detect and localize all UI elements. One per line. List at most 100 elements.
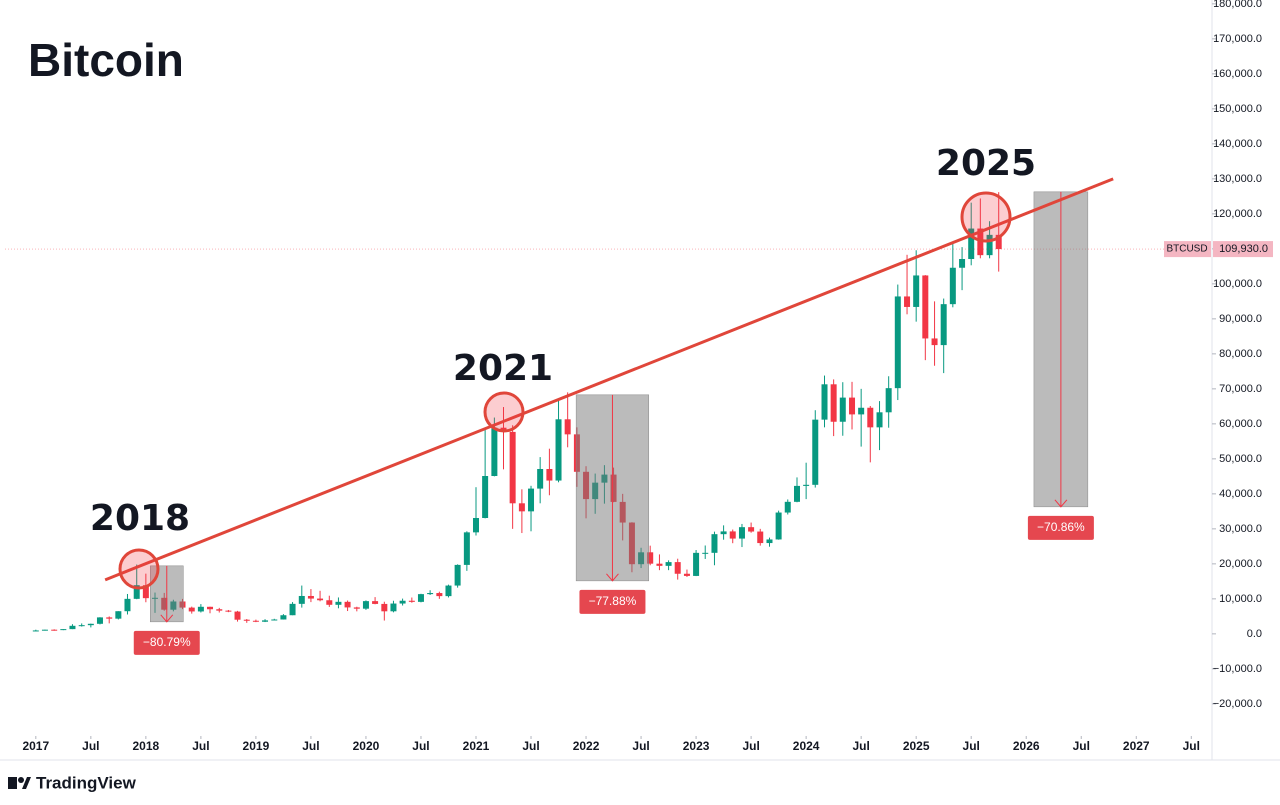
candle-body bbox=[252, 620, 259, 622]
peak-marker bbox=[960, 191, 1012, 243]
candle-body bbox=[78, 625, 85, 627]
x-tick-label: 2021 bbox=[463, 739, 490, 753]
drawdown-label: −70.86% bbox=[1037, 520, 1085, 534]
logo-mark bbox=[18, 777, 24, 783]
candle-body bbox=[408, 600, 415, 602]
candle-body bbox=[537, 469, 544, 489]
candle-body bbox=[830, 384, 837, 422]
candle-body bbox=[197, 606, 204, 612]
candle-body bbox=[821, 384, 828, 420]
candle-body bbox=[766, 539, 773, 544]
candle-body bbox=[390, 603, 397, 612]
candle-body bbox=[748, 527, 755, 532]
y-tick-label: 70,000.0 bbox=[1219, 383, 1262, 395]
candle-body bbox=[949, 267, 956, 305]
candle-body bbox=[436, 593, 443, 597]
x-tick-label: 2017 bbox=[22, 739, 49, 753]
candle-body bbox=[417, 594, 424, 602]
logo-mark bbox=[22, 777, 31, 789]
drawdown-label: −77.88% bbox=[589, 594, 637, 608]
x-tick-label: Jul bbox=[1073, 739, 1090, 753]
candle-body bbox=[555, 419, 562, 481]
x-tick-label: Jul bbox=[82, 739, 99, 753]
candle-body bbox=[298, 595, 305, 604]
price-tag bbox=[1213, 241, 1273, 258]
candle-body bbox=[812, 419, 819, 485]
candle-body bbox=[711, 534, 718, 553]
symbol-tag bbox=[1164, 241, 1211, 258]
peak-label: 2021 bbox=[453, 348, 553, 389]
x-tick-label: 2027 bbox=[1123, 739, 1150, 753]
candle-body bbox=[858, 407, 865, 415]
candle-body bbox=[968, 228, 975, 259]
symbol-label: BTCUSD bbox=[1166, 244, 1207, 255]
y-tick-label: 80,000.0 bbox=[1219, 348, 1262, 360]
candle-body bbox=[656, 563, 663, 566]
candle-body bbox=[784, 501, 791, 513]
drawdown-label-box bbox=[133, 630, 200, 655]
candle-body bbox=[427, 593, 434, 595]
y-tick-label: 160,000.0 bbox=[1213, 68, 1262, 80]
x-tick-label: Jul bbox=[1183, 739, 1200, 753]
arrow-head bbox=[160, 614, 174, 623]
y-tick-label: −20,000.0 bbox=[1213, 698, 1262, 710]
candle-body bbox=[482, 476, 489, 518]
candle-body bbox=[940, 304, 947, 346]
candle-body bbox=[518, 503, 525, 512]
candle-body bbox=[69, 625, 76, 630]
candle-body bbox=[234, 611, 241, 620]
peak-marker bbox=[118, 548, 160, 590]
y-tick-label: 60,000.0 bbox=[1219, 418, 1262, 430]
candle-body bbox=[445, 585, 452, 597]
x-tick-label: Jul bbox=[522, 739, 539, 753]
y-tick-label: 20,000.0 bbox=[1219, 558, 1262, 570]
arrow-head bbox=[1054, 499, 1068, 508]
candle-body bbox=[207, 606, 214, 610]
y-tick-label: 10,000.0 bbox=[1219, 593, 1262, 605]
candle-body bbox=[803, 484, 810, 486]
candle-body bbox=[757, 531, 764, 544]
y-tick-label: 40,000.0 bbox=[1219, 488, 1262, 500]
candle-body bbox=[51, 629, 58, 631]
x-tick-label: 2020 bbox=[353, 739, 380, 753]
candle-body bbox=[509, 431, 516, 504]
trend-line bbox=[104, 177, 1114, 582]
candle-body bbox=[87, 623, 94, 626]
x-tick-label: 2026 bbox=[1013, 739, 1040, 753]
candle-body bbox=[922, 275, 929, 339]
candle-body bbox=[849, 397, 856, 415]
candle-body bbox=[115, 611, 122, 619]
x-tick-label: Jul bbox=[852, 739, 869, 753]
drawdown-label-box bbox=[579, 589, 646, 614]
y-tick-label: 90,000.0 bbox=[1219, 313, 1262, 325]
candle-body bbox=[931, 338, 938, 346]
candle-body bbox=[124, 598, 131, 612]
candle-body bbox=[867, 407, 874, 428]
x-tick-label: Jul bbox=[192, 739, 209, 753]
y-tick-label: 120,000.0 bbox=[1213, 208, 1262, 220]
candle-body bbox=[793, 485, 800, 502]
candle-body bbox=[216, 609, 223, 611]
logo-mark bbox=[8, 777, 17, 789]
y-tick-label: 0.0 bbox=[1247, 628, 1262, 640]
y-tick-label: 180,000.0 bbox=[1213, 0, 1262, 10]
candle-body bbox=[995, 234, 1002, 250]
candle-body bbox=[720, 531, 727, 535]
x-tick-label: 2025 bbox=[903, 739, 930, 753]
peak-label: 2018 bbox=[90, 498, 190, 539]
candle-body bbox=[491, 427, 498, 476]
candle-body bbox=[280, 615, 287, 620]
x-tick-label: Jul bbox=[963, 739, 980, 753]
y-tick-label: 100,000.0 bbox=[1213, 278, 1262, 290]
candle-body bbox=[674, 562, 681, 574]
y-tick-label: 30,000.0 bbox=[1219, 523, 1262, 535]
x-tick-label: 2023 bbox=[683, 739, 710, 753]
candle-body bbox=[372, 601, 379, 604]
x-tick-label: 2024 bbox=[793, 739, 820, 753]
candle-body bbox=[472, 518, 479, 533]
y-tick-label: 140,000.0 bbox=[1213, 138, 1262, 150]
candle-body bbox=[353, 607, 360, 609]
candle-body bbox=[702, 552, 709, 554]
candle-body bbox=[243, 619, 250, 621]
y-tick-label: 150,000.0 bbox=[1213, 103, 1262, 115]
